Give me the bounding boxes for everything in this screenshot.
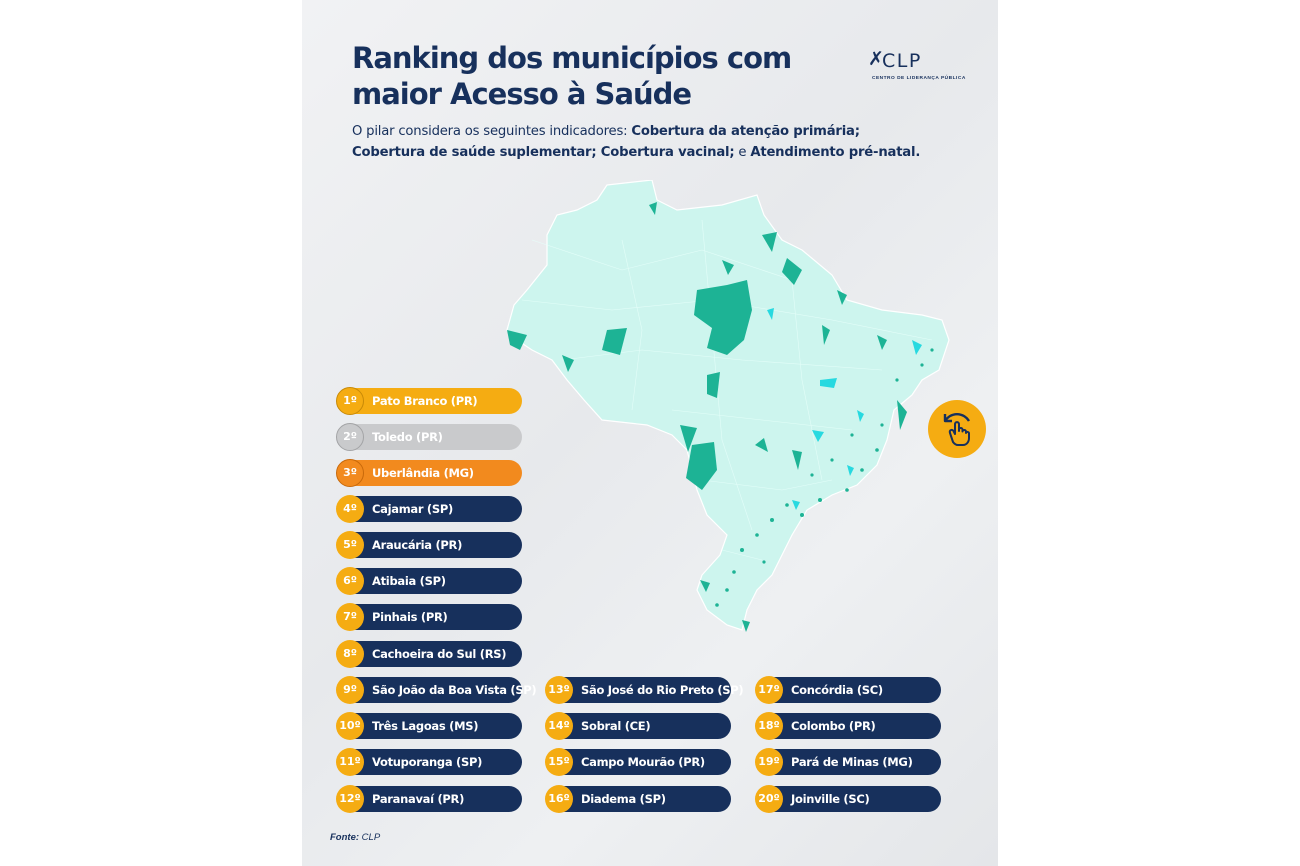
rank-badge: 18º (755, 712, 783, 740)
municipality-name: Araucária (PR) (372, 538, 463, 552)
rank-badge: 12º (336, 785, 364, 813)
rank-badge: 15º (545, 748, 573, 776)
ranking-item: 2º Toledo (PR) (336, 423, 522, 451)
source-note: Fonte: CLP (330, 832, 380, 843)
ranking-item: 7º Pinhais (PR) (336, 603, 522, 631)
brazil-map (506, 180, 950, 632)
municipality-name: Joinville (SC) (791, 792, 870, 806)
ranking-item: 14º Sobral (CE) (545, 712, 731, 740)
rank-badge: 17º (755, 676, 783, 704)
ranking-item: 16º Diadema (SP) (545, 785, 731, 813)
ranking-item: 6º Atibaia (SP) (336, 567, 522, 595)
logo-name: CLP (882, 50, 922, 72)
municipality-name: Pará de Minas (MG) (791, 755, 913, 769)
ranking-item: 15º Campo Mourão (PR) (545, 748, 731, 776)
ranking-item: 3º Uberlândia (MG) (336, 459, 522, 487)
rank-badge: 6º (336, 567, 364, 595)
rank-badge: 7º (336, 603, 364, 631)
rank-badge: 2º (336, 423, 364, 451)
source-value: CLP (359, 832, 381, 843)
rank-badge: 4º (336, 495, 364, 523)
ranking-item: 10º Três Lagoas (MS) (336, 712, 522, 740)
subtitle-and: e (734, 145, 751, 160)
indicator-prenatal: Atendimento pré-natal. (750, 145, 921, 160)
ranking-item: 5º Araucária (PR) (336, 531, 522, 559)
logo-subtitle: CENTRO DE LIDERANÇA PÚBLICA (872, 76, 966, 81)
rank-badge: 13º (545, 676, 573, 704)
indicator-supplementary-vaccine: Cobertura de saúde suplementar; Cobertur… (352, 145, 735, 160)
page-title: Ranking dos municípios com maior Acesso … (352, 40, 822, 112)
rank-badge: 9º (336, 676, 364, 704)
ranking-item: 1º Pato Branco (PR) (336, 387, 522, 415)
rank-badge: 3º (336, 459, 364, 487)
brazil-map-shape (506, 180, 950, 631)
subtitle: O pilar considera os seguintes indicador… (352, 121, 952, 163)
rank-badge: 10º (336, 712, 364, 740)
ranking-item: 8º Cachoeira do Sul (RS) (336, 640, 522, 668)
ranking-item: 4º Cajamar (SP) (336, 495, 522, 523)
ranking-item: 17º Concórdia (SC) (755, 676, 941, 704)
rank-badge: 5º (336, 531, 364, 559)
municipality-name: Diadema (SP) (581, 792, 666, 806)
ranking-item: 18º Colombo (PR) (755, 712, 941, 740)
municipality-name: Pato Branco (PR) (372, 394, 478, 408)
municipality-name: São José do Rio Preto (SP) (581, 683, 744, 697)
title-line-1: Ranking dos municípios com (352, 41, 792, 75)
municipality-name: Atibaia (SP) (372, 574, 446, 588)
indicator-primary-care: Cobertura da atenção primária; (631, 124, 860, 139)
municipality-name: Sobral (CE) (581, 719, 651, 733)
swipe-hand-icon (943, 413, 971, 446)
ranking-item: 19º Pará de Minas (MG) (755, 748, 941, 776)
ranking-item: 20º Joinville (SC) (755, 785, 941, 813)
ranking-item: 9º São João da Boa Vista (SP) (336, 676, 537, 704)
municipality-name: Toledo (PR) (372, 430, 443, 444)
ranking-item: 11º Votuporanga (SP) (336, 748, 522, 776)
municipality-name: Uberlândia (MG) (372, 466, 474, 480)
municipality-name: Cachoeira do Sul (RS) (372, 647, 507, 661)
rank-badge: 20º (755, 785, 783, 813)
municipality-name: São João da Boa Vista (SP) (372, 683, 537, 697)
municipality-name: Colombo (PR) (791, 719, 876, 733)
municipality-name: Pinhais (PR) (372, 610, 448, 624)
rank-badge: 14º (545, 712, 573, 740)
ranking-item: 13º São José do Rio Preto (SP) (545, 676, 744, 704)
municipality-name: Campo Mourão (PR) (581, 755, 705, 769)
title-line-2: maior Acesso à Saúde (352, 77, 692, 111)
rank-badge: 8º (336, 640, 364, 668)
ranking-item: 12º Paranavaí (PR) (336, 785, 522, 813)
rank-badge: 19º (755, 748, 783, 776)
municipality-name: Cajamar (SP) (372, 502, 453, 516)
rank-badge: 16º (545, 785, 573, 813)
municipality-name: Paranavaí (PR) (372, 792, 465, 806)
subtitle-intro: O pilar considera os seguintes indicador… (352, 124, 632, 139)
municipality-name: Votuporanga (SP) (372, 755, 483, 769)
rank-badge: 11º (336, 748, 364, 776)
municipality-name: Três Lagoas (MS) (372, 719, 479, 733)
clp-logo-mark-icon: ✗ (868, 48, 884, 70)
municipality-name: Concórdia (SC) (791, 683, 883, 697)
infographic-card: Ranking dos municípios com maior Acesso … (302, 0, 998, 866)
source-label: Fonte: (330, 832, 360, 843)
rank-badge: 1º (336, 387, 364, 415)
clp-logo: ✗ CLP CENTRO DE LIDERANÇA PÚBLICA (868, 48, 968, 88)
swipe-button[interactable] (928, 400, 986, 458)
